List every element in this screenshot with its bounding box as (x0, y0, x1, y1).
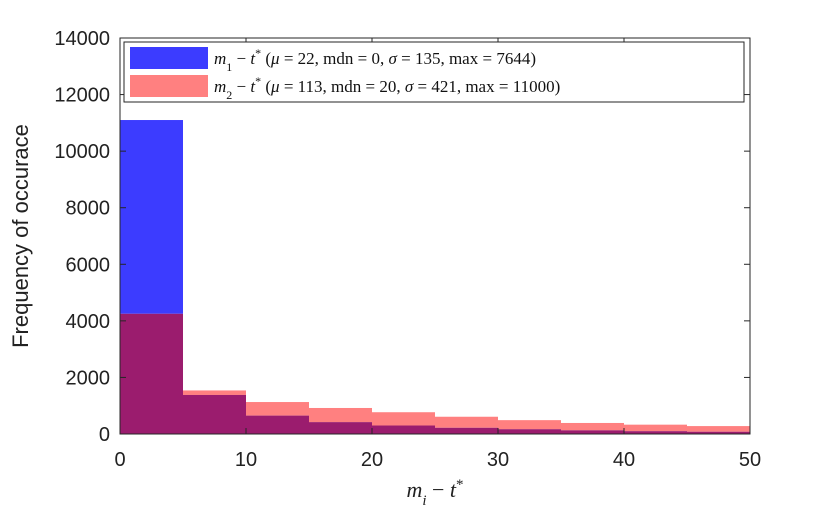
bar-upper-bin-5 (372, 412, 435, 426)
bar-overlap-bin-6 (435, 427, 498, 434)
bar-upper-bin-1 (120, 120, 183, 314)
y-tick-label: 0 (99, 424, 110, 446)
bar-overlap-bin-2 (183, 394, 246, 434)
legend-swatch-2 (130, 75, 208, 97)
bar-overlap-bin-7 (498, 429, 561, 434)
x-tick-label: 20 (361, 449, 383, 471)
y-tick-label: 6000 (66, 254, 111, 276)
bar-overlap-bin-4 (309, 422, 372, 434)
bar-upper-bin-2 (183, 390, 246, 395)
y-axis-ticks: 0 2000 4000 6000 8000 10000 12000 14000 (54, 28, 750, 446)
bar-upper-bin-3 (246, 402, 309, 416)
bar-overlap-bin-8 (561, 430, 624, 434)
bar-overlap-bin-10 (687, 431, 750, 434)
bar-overlap-bin-1 (120, 313, 183, 434)
bars-layer (120, 120, 750, 434)
y-tick-label: 14000 (54, 28, 110, 50)
plot-frame (119, 37, 751, 435)
y-tick-label: 10000 (54, 141, 110, 163)
x-tick-label: 40 (613, 449, 635, 471)
bar-overlap-bin-5 (372, 425, 435, 434)
x-tick-label: 10 (235, 449, 257, 471)
legend-label-2: m2 − t* (μ = 113, mdn = 20, σ = 421, max… (214, 74, 560, 102)
bar-upper-bin-10 (687, 426, 750, 432)
plot-background (120, 38, 750, 434)
legend-swatch-1 (130, 47, 208, 69)
bar-overlap-bin-3 (246, 415, 309, 434)
x-tick-label: 30 (487, 449, 509, 471)
y-tick-label: 2000 (66, 367, 111, 389)
y-axis-title: Frequency of occurace (8, 124, 33, 348)
y-tick-label: 8000 (66, 198, 111, 220)
x-axis-ticks: 0 10 20 30 40 50 (114, 38, 761, 471)
bar-upper-bin-8 (561, 422, 624, 431)
x-tick-label: 50 (739, 449, 761, 471)
bar-overlap-bin-9 (624, 431, 687, 434)
legend-label-1: m1 − t* (μ = 22, mdn = 0, σ = 135, max =… (214, 46, 536, 74)
x-tick-label: 0 (114, 449, 125, 471)
bar-upper-bin-9 (624, 424, 687, 432)
x-axis-title: mi − t* (406, 477, 463, 508)
legend-box (123, 41, 745, 103)
bar-upper-bin-6 (435, 416, 498, 428)
y-tick-label: 4000 (66, 311, 111, 333)
y-tick-label: 12000 (54, 85, 110, 107)
legend: m1 − t* (μ = 22, mdn = 0, σ = 135, max =… (123, 41, 745, 103)
bar-upper-bin-7 (498, 420, 561, 430)
bar-upper-bin-4 (309, 407, 372, 423)
